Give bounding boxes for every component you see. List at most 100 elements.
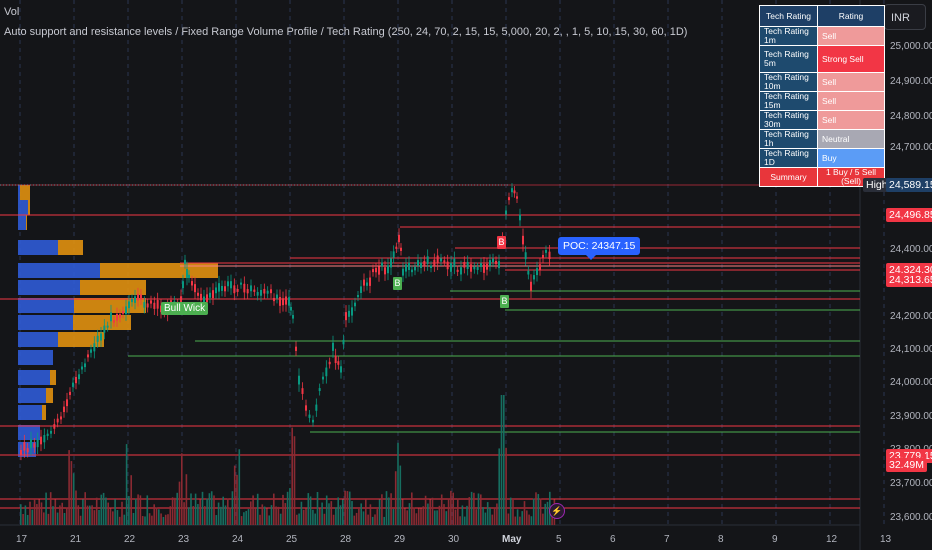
volume-bar <box>454 509 457 525</box>
candle <box>453 258 456 267</box>
price-axis-label: 23,700.00 <box>890 478 932 489</box>
volume-bar <box>316 491 319 525</box>
lightning-icon[interactable]: ⚡ <box>549 503 565 519</box>
volume-bar <box>535 492 537 525</box>
table-row-value: Buy <box>817 148 885 168</box>
volume-bar <box>521 511 523 525</box>
candle <box>292 315 294 319</box>
price-axis-label: 25,000.00 <box>890 41 932 52</box>
table-row-value: Strong Sell <box>817 45 885 73</box>
candle <box>146 303 149 308</box>
volume-bar <box>381 494 383 525</box>
candle <box>340 366 342 373</box>
volume-bar <box>277 506 280 525</box>
volume-bar <box>463 516 466 525</box>
time-axis-label: 8 <box>718 534 724 545</box>
volume-bar <box>291 427 293 525</box>
candle <box>30 439 32 448</box>
candle <box>279 296 281 306</box>
candle <box>209 292 211 298</box>
candle <box>250 285 252 292</box>
volume-profile-bar <box>18 332 58 347</box>
volume-bar <box>59 505 61 525</box>
candle <box>366 282 368 286</box>
volume-bar <box>307 493 310 525</box>
candle <box>285 296 287 305</box>
price-axis-label: 23,900.00 <box>890 411 932 422</box>
candle <box>332 342 334 351</box>
candle <box>301 388 304 394</box>
volume-bar <box>526 510 528 525</box>
legend-indicators[interactable]: Auto support and resistance levels / Fix… <box>4 26 688 38</box>
candle <box>103 325 106 333</box>
candle <box>218 283 220 292</box>
candle <box>536 268 538 276</box>
volume-bar <box>167 514 169 525</box>
time-axis-label: 23 <box>178 534 190 545</box>
volume-bar <box>199 499 201 525</box>
volume-bar <box>213 495 215 525</box>
candle <box>508 197 510 201</box>
volume-bar <box>367 514 369 525</box>
volume-bar <box>408 503 411 525</box>
candle <box>527 270 530 275</box>
candle <box>184 259 186 264</box>
volume-bar <box>468 497 471 525</box>
volume-bar <box>434 510 436 525</box>
candle <box>530 281 532 291</box>
volume-bar <box>523 501 526 525</box>
volume-bar <box>187 507 190 525</box>
volume-bar <box>268 515 270 525</box>
volume-profile-bar <box>26 215 27 230</box>
candle <box>384 267 386 275</box>
candle <box>270 289 272 294</box>
volume-bar <box>351 501 353 525</box>
volume-bar <box>155 507 158 525</box>
candle <box>150 300 152 304</box>
volume-bar <box>139 495 142 525</box>
candle <box>81 366 83 370</box>
volume-bar <box>505 447 507 525</box>
volume-bar <box>413 507 415 525</box>
volume-profile-bar <box>18 425 40 440</box>
volume-bar <box>24 505 27 525</box>
volume-bar <box>135 498 137 525</box>
currency-button[interactable]: INR <box>884 4 926 30</box>
candle <box>180 296 182 304</box>
table-header-label: Tech Rating <box>759 5 818 27</box>
volume-profile-bar <box>18 240 58 255</box>
volume-bar <box>222 496 224 525</box>
volume-bar <box>530 516 533 525</box>
time-axis-label: 28 <box>340 534 352 545</box>
volume-bar <box>514 516 517 525</box>
volume-bar <box>289 488 291 525</box>
volume-bar <box>233 465 236 525</box>
volume-bar <box>404 508 406 525</box>
candle <box>186 269 188 278</box>
volume-bar <box>238 449 241 525</box>
candle <box>486 263 488 270</box>
candle <box>345 312 347 321</box>
volume-bar <box>378 499 381 525</box>
candle <box>390 258 392 268</box>
time-axis-label: 29 <box>394 534 406 545</box>
candle <box>372 269 374 273</box>
volume-bar <box>293 436 296 525</box>
candle <box>420 262 422 269</box>
volume-bar <box>263 506 266 525</box>
candle <box>351 307 353 316</box>
volume-bar <box>484 512 487 525</box>
volume-bar <box>551 511 553 525</box>
volume-bar <box>436 510 438 525</box>
time-axis-label: 12 <box>826 534 838 545</box>
candle <box>436 255 439 264</box>
candle <box>93 343 96 352</box>
volume-bar <box>440 494 443 525</box>
volume-bar <box>459 516 461 525</box>
candle <box>260 289 262 296</box>
volume-bar <box>314 513 316 525</box>
high-label: High <box>863 178 891 192</box>
volume-bar <box>401 499 404 525</box>
candle <box>511 188 513 193</box>
table-row-label: Tech Rating 5m <box>759 45 818 73</box>
